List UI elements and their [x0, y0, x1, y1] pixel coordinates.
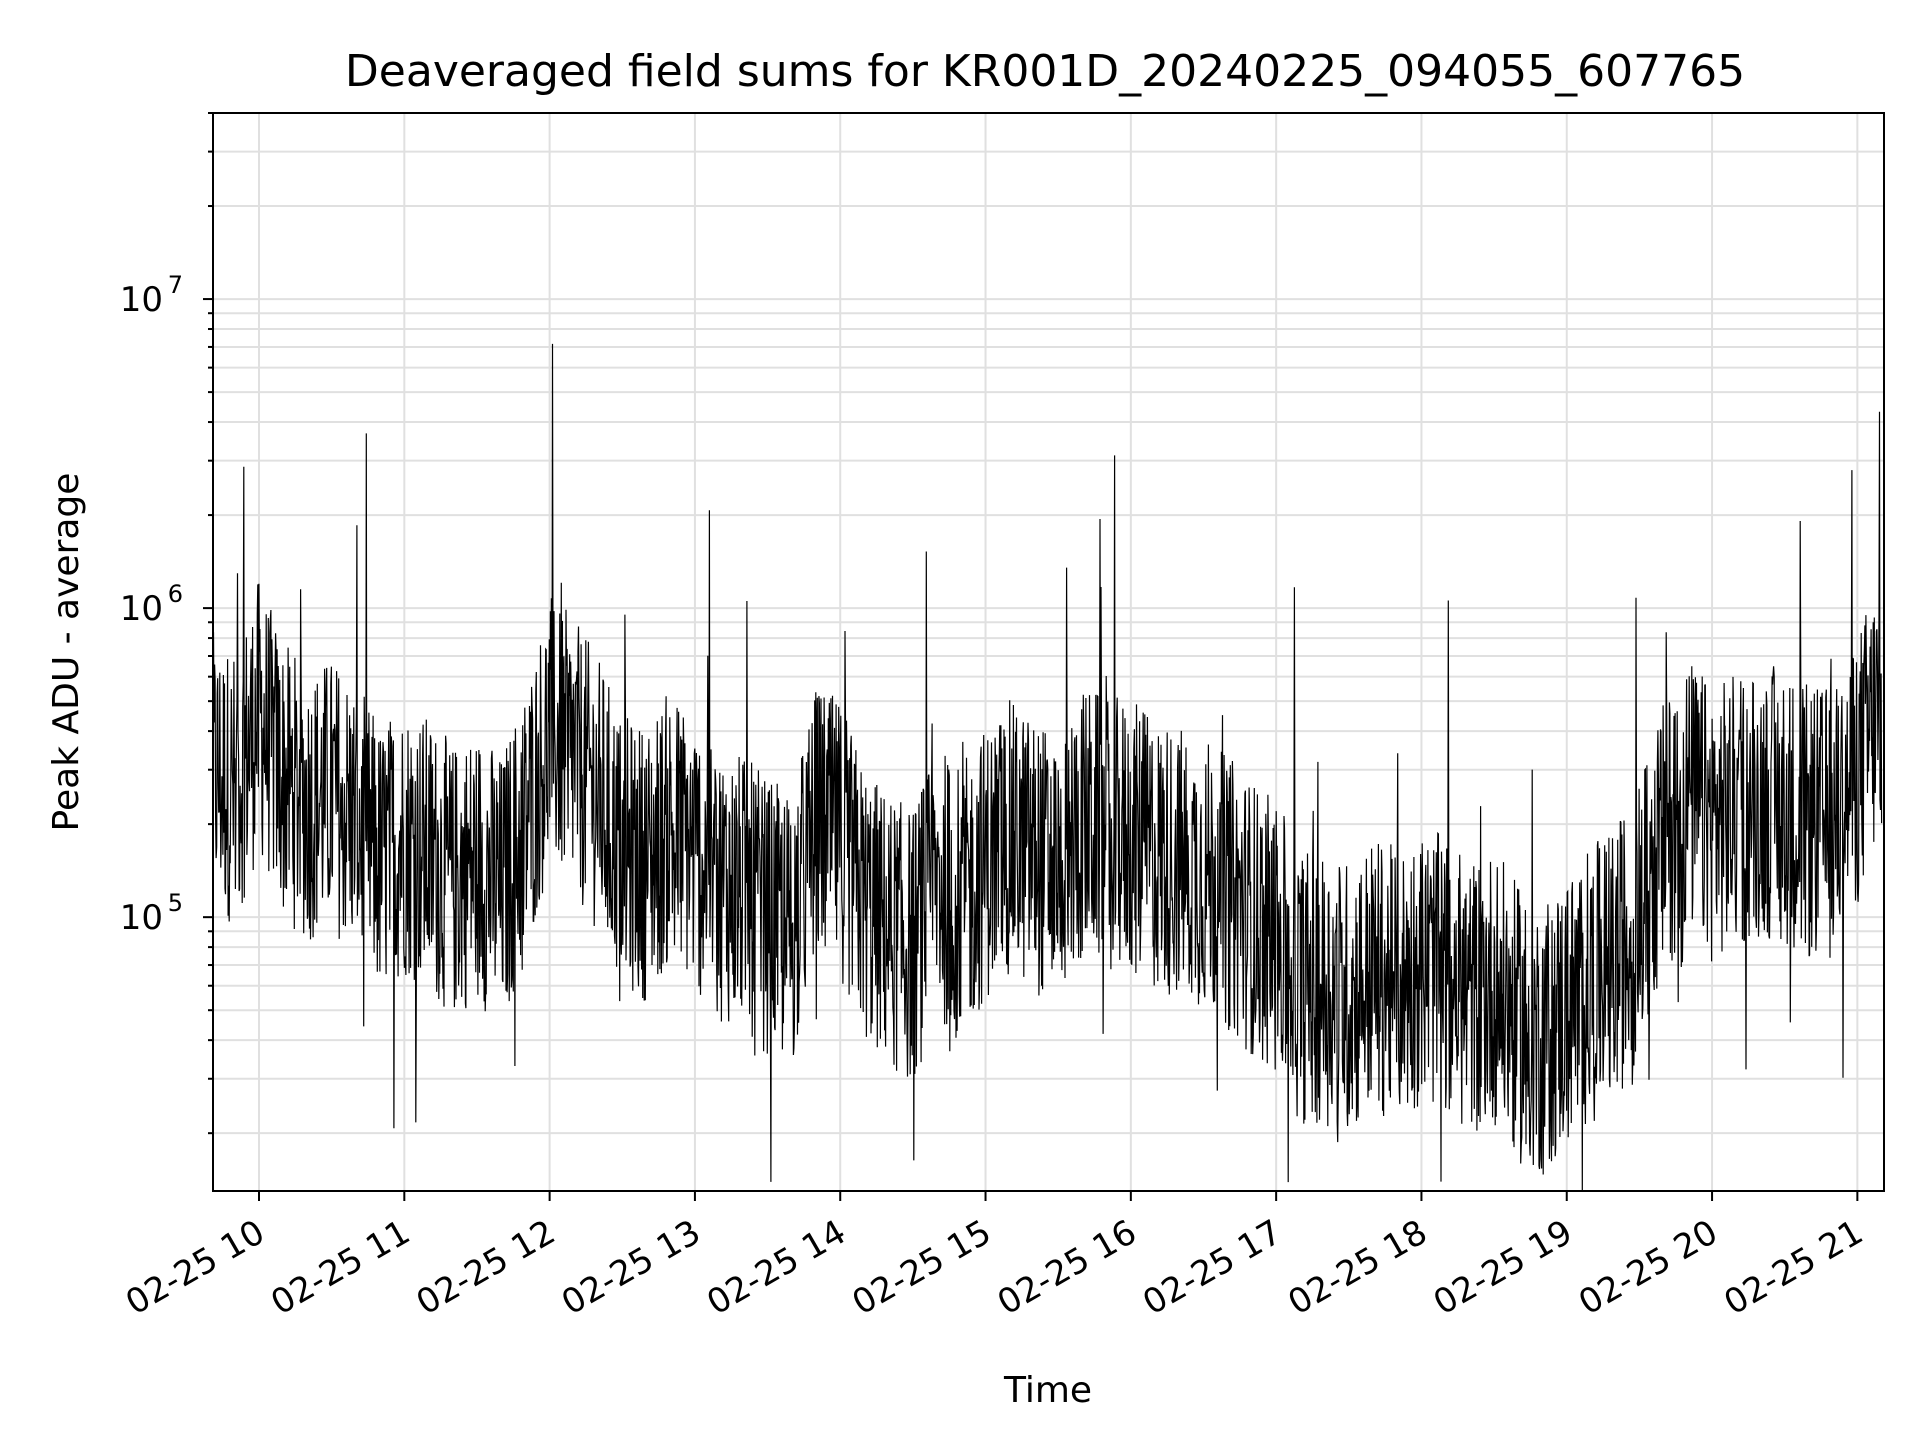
y-tick-label: 10: [120, 280, 163, 320]
y-tick-base: 10: [120, 589, 163, 629]
y-axis-label: Peak ADU - average: [46, 473, 87, 832]
y-tick-base: 10: [120, 898, 163, 938]
series-layer: [212, 343, 1883, 1192]
y-tick-exponent: 6: [168, 580, 183, 608]
y-tick-exponent: 5: [168, 889, 183, 917]
y-tick-exponent: 7: [168, 271, 183, 299]
y-tick-label: 10: [120, 898, 163, 938]
y-tick-label: 10: [120, 589, 163, 629]
chart-title: Deaveraged field sums for KR001D_2024022…: [345, 46, 1745, 97]
plot-frame: [212, 112, 1885, 1192]
series-line: [212, 343, 1883, 1192]
x-axis-label: Time: [1003, 1370, 1092, 1411]
y-tick-base: 10: [120, 280, 163, 320]
